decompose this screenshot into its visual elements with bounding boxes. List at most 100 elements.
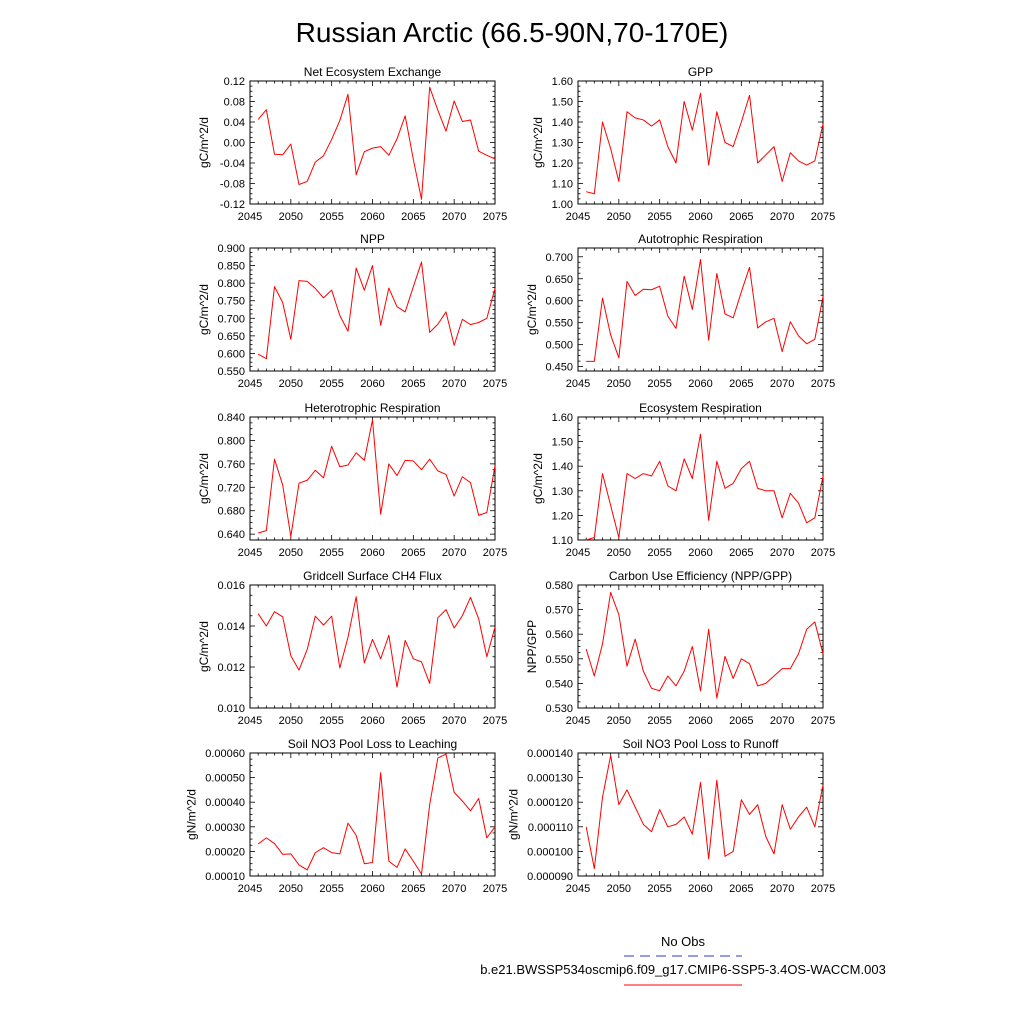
data-point: [634, 117, 636, 119]
legend-model-label: b.e21.BWSSP534oscmip6.f09_g17.CMIP6-SSP5…: [480, 962, 886, 977]
y-tick-label: 0.680: [217, 506, 245, 518]
data-point: [477, 150, 479, 152]
data-point: [469, 596, 471, 598]
x-tick-label: 2045: [238, 378, 262, 390]
data-point: [658, 460, 660, 462]
data-point: [257, 118, 259, 120]
data-point: [453, 791, 455, 793]
data-point: [699, 258, 701, 260]
data-point: [290, 338, 292, 340]
y-tick-label: 0.000100: [527, 846, 573, 858]
data-point: [396, 305, 398, 307]
data-point: [593, 675, 595, 677]
y-tick-label: 0.540: [545, 678, 573, 690]
data-point: [396, 686, 398, 688]
data-point: [257, 532, 259, 534]
data-point: [404, 115, 406, 117]
data-point: [404, 459, 406, 461]
y-tick-label: 0.600: [217, 348, 245, 360]
data-point: [642, 823, 644, 825]
data-point: [805, 164, 807, 166]
x-tick-label: 2070: [442, 715, 466, 727]
data-point: [306, 180, 308, 182]
x-tick-label: 2060: [360, 715, 384, 727]
data-point: [789, 828, 791, 830]
data-point: [298, 183, 300, 185]
chart-title: NPP: [360, 232, 385, 246]
data-point: [347, 636, 349, 638]
data-point: [322, 297, 324, 299]
data-point: [461, 476, 463, 478]
data-point: [789, 667, 791, 669]
data-point: [469, 810, 471, 812]
x-tick-label: 2065: [401, 378, 425, 390]
y-tick-label: 0.700: [545, 252, 573, 264]
data-point: [314, 469, 316, 471]
x-tick-label: 2050: [607, 883, 631, 895]
data-point: [716, 111, 718, 113]
data-point: [494, 626, 496, 628]
data-point: [675, 823, 677, 825]
data-point: [748, 460, 750, 462]
data-point: [805, 522, 807, 524]
data-point: [667, 485, 669, 487]
x-tick-label: 2065: [729, 883, 753, 895]
x-tick-label: 2060: [360, 883, 384, 895]
x-tick-label: 2050: [607, 378, 631, 390]
data-point: [298, 482, 300, 484]
data-point: [707, 164, 709, 166]
x-tick-label: 2075: [483, 378, 507, 390]
data-point: [355, 595, 357, 597]
data-point: [306, 869, 308, 871]
data-point: [814, 338, 816, 340]
data-point: [716, 460, 718, 462]
data-point: [756, 803, 758, 805]
series-line: [586, 92, 824, 195]
data-point: [330, 289, 332, 291]
x-tick-label: 2055: [319, 547, 343, 559]
data-point: [675, 162, 677, 164]
data-point: [765, 490, 767, 492]
data-point: [371, 147, 373, 149]
data-point: [339, 853, 341, 855]
data-point: [748, 94, 750, 96]
data-point: [273, 458, 275, 460]
data-point: [477, 797, 479, 799]
x-tick-label: 2045: [566, 378, 590, 390]
y-tick-label: 0.00040: [205, 797, 245, 809]
data-point: [691, 645, 693, 647]
data-point: [486, 317, 488, 319]
x-tick-label: 2055: [319, 378, 343, 390]
chart-title: Autotrophic Respiration: [638, 232, 763, 246]
x-tick-label: 2075: [811, 211, 835, 223]
data-point: [339, 667, 341, 669]
data-point: [618, 180, 620, 182]
data-point: [765, 682, 767, 684]
y-tick-label: 0.500: [545, 340, 573, 352]
y-axis-label: gC/m^2/d: [531, 453, 545, 504]
series-line: [257, 753, 496, 875]
data-point: [273, 153, 275, 155]
data-point: [486, 154, 488, 156]
y-tick-label: 1.50: [552, 437, 573, 449]
y-tick-label: 0.000120: [527, 797, 573, 809]
data-point: [797, 502, 799, 504]
data-point: [420, 873, 422, 875]
data-point: [396, 138, 398, 140]
data-point: [428, 458, 430, 460]
data-point: [420, 198, 422, 200]
data-point: [650, 687, 652, 689]
data-point: [330, 138, 332, 140]
y-tick-label: 0.012: [217, 662, 245, 674]
x-tick-label: 2055: [319, 883, 343, 895]
data-point: [789, 321, 791, 323]
data-point: [412, 860, 414, 862]
y-tick-label: -0.04: [220, 158, 245, 170]
x-tick-label: 2070: [442, 211, 466, 223]
data-point: [593, 193, 595, 195]
y-tick-label: 0.00030: [205, 822, 245, 834]
x-tick-label: 2060: [688, 547, 712, 559]
y-tick-label: 1.40: [552, 461, 573, 473]
x-tick-label: 2070: [770, 378, 794, 390]
